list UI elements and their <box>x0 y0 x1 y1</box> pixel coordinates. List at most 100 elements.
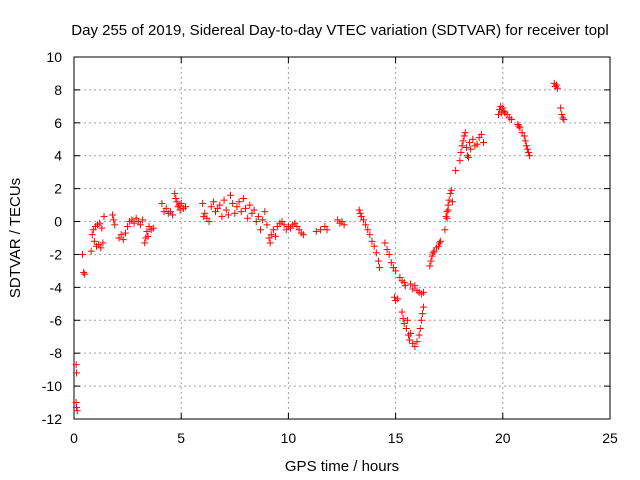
data-point <box>447 186 455 194</box>
x-tick-label: 5 <box>177 430 185 446</box>
data-point <box>80 269 88 277</box>
data-point <box>441 226 449 234</box>
data-point <box>553 84 561 92</box>
data-point <box>429 249 437 257</box>
data-point <box>111 221 119 229</box>
data-point <box>442 213 450 221</box>
x-tick-label: 15 <box>388 430 404 446</box>
data-point <box>200 213 208 221</box>
data-point <box>495 111 503 119</box>
data-point <box>560 116 568 124</box>
data-point <box>130 219 138 227</box>
data-point <box>480 139 488 147</box>
data-point <box>521 137 529 145</box>
data-point <box>220 196 228 204</box>
data-point <box>477 130 485 138</box>
data-point <box>119 236 127 244</box>
data-point <box>98 224 106 232</box>
data-point <box>558 111 566 119</box>
data-point <box>417 316 425 324</box>
data-point <box>261 208 269 216</box>
x-axis: 0 5 10 15 20 25 <box>70 57 618 446</box>
data-point <box>400 278 408 286</box>
data-point <box>460 132 468 140</box>
data-point <box>415 331 423 339</box>
data-point <box>171 190 179 198</box>
data-point <box>73 407 81 415</box>
data-point <box>356 209 364 217</box>
data-point <box>461 129 469 137</box>
data-point <box>280 221 288 229</box>
y-tick-label: -4 <box>50 279 63 295</box>
data-point <box>172 195 180 203</box>
data-point <box>90 237 98 245</box>
data-point <box>428 252 436 260</box>
data-point <box>109 211 117 219</box>
data-point <box>117 231 125 239</box>
data-point <box>181 203 189 211</box>
data-point <box>72 361 80 369</box>
data-point <box>443 214 451 222</box>
data-point <box>224 211 232 219</box>
data-point <box>162 204 170 212</box>
data-point <box>218 213 226 221</box>
data-point <box>368 237 376 245</box>
data-point <box>418 310 426 318</box>
data-point <box>473 140 481 148</box>
x-tick-label: 25 <box>602 430 618 446</box>
data-point <box>469 135 477 143</box>
data-point <box>411 343 419 351</box>
data-point <box>467 145 475 153</box>
data-point <box>523 145 531 153</box>
data-point <box>444 206 452 214</box>
data-point <box>254 213 262 221</box>
y-tick-label: -12 <box>42 411 62 427</box>
data-point <box>88 231 96 239</box>
data-point <box>124 222 132 230</box>
data-point <box>419 303 427 311</box>
x-tick-label: 10 <box>281 430 297 446</box>
data-point <box>464 153 472 161</box>
data-point <box>169 211 177 219</box>
data-point <box>381 239 389 247</box>
data-point <box>312 227 320 235</box>
data-point <box>413 338 421 346</box>
y-tick-label: 2 <box>54 181 62 197</box>
data-point <box>246 201 254 209</box>
data-point <box>427 257 435 265</box>
data-point <box>515 122 523 130</box>
data-point <box>376 264 384 272</box>
data-point <box>317 226 325 234</box>
data-point <box>209 198 217 206</box>
data-point <box>97 244 105 252</box>
data-point <box>266 239 274 247</box>
data-point <box>437 237 445 245</box>
data-point <box>237 208 245 216</box>
data-point <box>207 203 215 211</box>
data-point <box>446 190 454 198</box>
data-point <box>79 250 87 258</box>
data-point <box>500 107 508 115</box>
data-point <box>499 104 507 112</box>
data-point <box>73 369 81 377</box>
data-point <box>445 196 453 204</box>
data-point <box>199 199 207 207</box>
data-point <box>372 249 380 257</box>
data-point <box>231 209 239 217</box>
data-point <box>359 216 367 224</box>
data-point <box>391 293 399 301</box>
data-point <box>525 148 533 156</box>
data-point <box>452 167 460 175</box>
data-point <box>370 242 378 250</box>
data-point <box>362 221 370 229</box>
data-point <box>323 226 331 234</box>
data-point <box>272 232 280 240</box>
y-axis-label: SDTVAR / TECUs <box>7 178 24 298</box>
data-point <box>385 250 393 258</box>
data-point <box>526 152 534 160</box>
data-point <box>398 308 406 316</box>
data-point <box>99 239 107 247</box>
data-point <box>394 295 402 303</box>
y-tick-label: 10 <box>46 49 62 65</box>
data-point <box>177 199 185 207</box>
